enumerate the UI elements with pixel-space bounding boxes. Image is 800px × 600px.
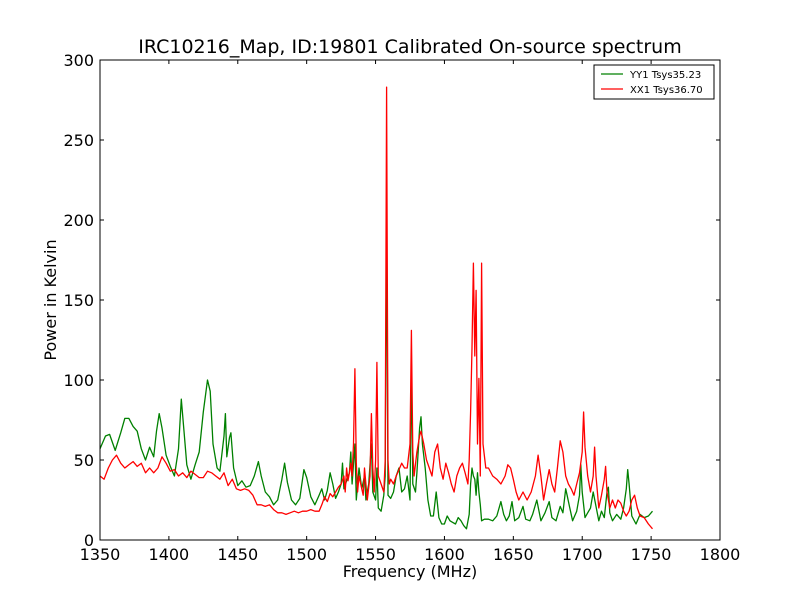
legend-box [593, 64, 715, 100]
x-tick-label: 1550 [355, 545, 396, 564]
y-tick-label: 100 [63, 371, 94, 390]
y-tick-label: 250 [63, 131, 94, 150]
x-tick-label: 1700 [562, 545, 603, 564]
x-tick-label: 1650 [493, 545, 534, 564]
y-tick-label: 0 [84, 531, 94, 550]
x-axis-label: Frequency (MHz) [343, 562, 477, 581]
legend: YY1 Tsys35.23 XX1 Tsys36.70 [593, 64, 715, 100]
x-tick-label: 1400 [149, 545, 190, 564]
plot-lines [99, 86, 653, 530]
x-tick-label: 1350 [80, 545, 121, 564]
series-line-1 [99, 86, 653, 530]
legend-label-yy1: YY1 Tsys35.23 [629, 70, 701, 81]
x-tick-label: 1750 [631, 545, 672, 564]
legend-label-xx1: XX1 Tsys36.70 [630, 85, 703, 96]
x-tick-label: 1450 [217, 545, 258, 564]
x-axis: 1350 1400 1450 1500 1550 1600 1650 1700 1750 1800 [80, 60, 741, 564]
y-tick-label: 50 [74, 451, 94, 470]
x-tick-label: 1600 [424, 545, 465, 564]
y-tick-label: 150 [63, 291, 94, 310]
x-tick-label: 1500 [286, 545, 327, 564]
y-tick-label: 200 [63, 211, 94, 230]
chart-title: IRC10216_Map, ID:19801 Calibrated On-sou… [138, 36, 681, 58]
y-axis: 0 50 100 150 200 250 300 [63, 51, 720, 550]
x-tick-label: 1800 [700, 545, 741, 564]
y-tick-label: 300 [63, 51, 94, 70]
y-axis-label: Power in Kelvin [41, 239, 60, 360]
